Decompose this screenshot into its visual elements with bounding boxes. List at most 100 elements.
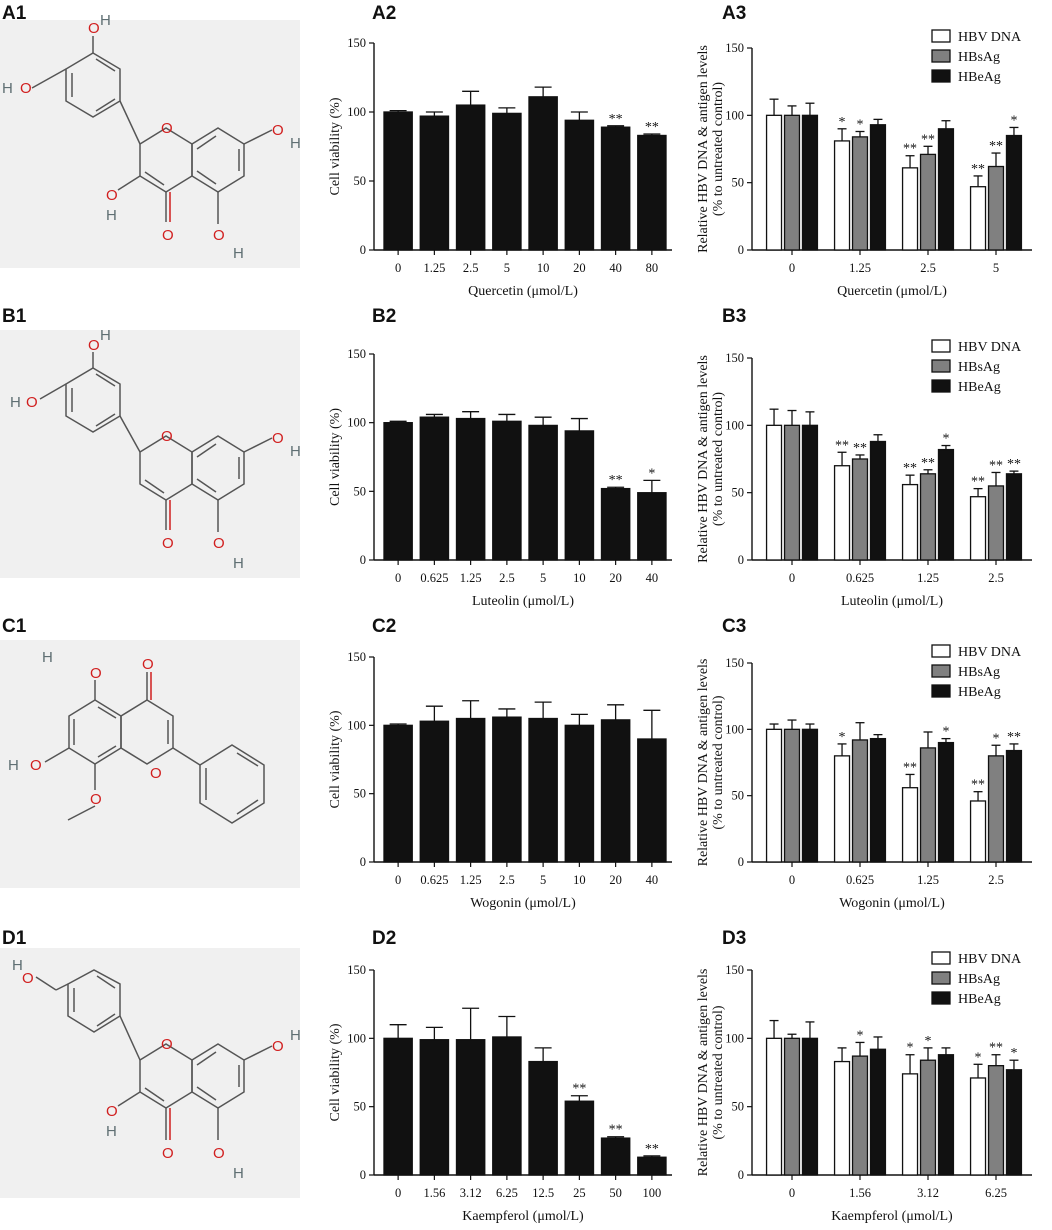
y-tick-label: 100 bbox=[347, 105, 366, 119]
y-tick-label: 0 bbox=[738, 553, 744, 567]
bar-hbsag bbox=[987, 1065, 1005, 1176]
bar-hbsag bbox=[919, 153, 937, 251]
legend-swatch bbox=[931, 359, 951, 373]
structure-background bbox=[0, 330, 300, 578]
y-tick-label: 0 bbox=[360, 1168, 366, 1182]
legend-swatch bbox=[931, 49, 951, 63]
panel-label-a1: A1 bbox=[2, 3, 27, 24]
y-tick-label: 0 bbox=[360, 553, 366, 567]
oxygen-atom: O bbox=[272, 430, 284, 447]
legend-label: HBsAg bbox=[958, 360, 1000, 375]
hydrogen-atom: H bbox=[290, 1027, 301, 1044]
oxygen-atom: O bbox=[26, 394, 38, 411]
x-tick-label: 1.56 bbox=[423, 1186, 445, 1200]
structure-bonds bbox=[35, 969, 273, 1140]
bar bbox=[419, 115, 450, 251]
y-tick-label: 50 bbox=[732, 176, 745, 190]
x-axis-title: Wogonin (μmol/L) bbox=[839, 896, 945, 911]
x-tick-label: 100 bbox=[643, 1186, 662, 1200]
x-tick-label: 25 bbox=[573, 1186, 586, 1200]
legend-label: HBsAg bbox=[958, 972, 1000, 987]
x-tick-label: 5 bbox=[504, 261, 510, 275]
bar-hbv-dna bbox=[901, 787, 919, 863]
chart-d3: 0 50 100 150 0 1.56 3.12 6.25 Kaempferol (μmol/L… bbox=[696, 951, 1032, 1224]
significance-marker: ** bbox=[835, 438, 849, 453]
panel-label-c2: C2 bbox=[372, 616, 396, 637]
x-tick-label: 20 bbox=[609, 873, 622, 887]
panel-label-b2: B2 bbox=[372, 306, 396, 327]
x-tick-label: 0.625 bbox=[420, 571, 448, 585]
significance-marker: ** bbox=[645, 1142, 659, 1157]
y-axis-title-line2: (% to untreated control) bbox=[711, 82, 726, 216]
legend-swatch bbox=[931, 644, 951, 658]
structure-background bbox=[0, 20, 300, 268]
oxygen-atom: O bbox=[22, 970, 34, 987]
x-tick-label: 3.12 bbox=[460, 1186, 482, 1200]
bar-hbv-dna bbox=[969, 496, 987, 561]
y-tick-label: 150 bbox=[725, 963, 744, 977]
chart-b3: 0 50 100 150 0 0.625 1.25 2.5 Luteolin (μmol/L) R… bbox=[696, 339, 1032, 609]
bar-hbv-dna bbox=[765, 728, 783, 863]
hydrogen-atom: H bbox=[100, 327, 111, 344]
bar-hbsag bbox=[987, 755, 1005, 863]
bar-hbv-dna bbox=[765, 424, 783, 561]
y-axis-title: Cell viability (%) bbox=[328, 97, 343, 195]
significance-marker: * bbox=[857, 1028, 864, 1043]
hydrogen-atom: H bbox=[106, 1123, 117, 1140]
bar-hbv-dna bbox=[901, 483, 919, 561]
significance-marker: ** bbox=[609, 1123, 623, 1138]
panel-label-d3: D3 bbox=[722, 928, 746, 949]
panel-label-b3: B3 bbox=[722, 306, 746, 327]
structure-wogonin: H O O O H O O bbox=[0, 640, 300, 888]
bar-hbeag bbox=[937, 1054, 955, 1176]
oxygen-atom: O bbox=[106, 187, 118, 204]
bar-hbv-dna bbox=[901, 167, 919, 251]
y-tick-label: 150 bbox=[725, 351, 744, 365]
x-axis-title: Wogonin (μmol/L) bbox=[470, 896, 576, 911]
x-tick-label: 12.5 bbox=[532, 1186, 554, 1200]
bar bbox=[600, 126, 631, 251]
structure-background bbox=[0, 948, 300, 1198]
x-tick-label: 1.25 bbox=[849, 261, 871, 275]
significance-marker: * bbox=[942, 432, 949, 447]
bar-hbeag bbox=[869, 1048, 887, 1176]
significance-marker: ** bbox=[903, 760, 917, 775]
oxygen-atom: O bbox=[162, 1145, 174, 1162]
oxygen-atom: O bbox=[213, 227, 225, 244]
bar-hbsag bbox=[987, 485, 1005, 561]
oxygen-atom: O bbox=[162, 535, 174, 552]
significance-marker: ** bbox=[609, 112, 623, 127]
legend-label: HBeAg bbox=[958, 380, 1001, 395]
y-axis-title-line2: (% to untreated control) bbox=[711, 392, 726, 526]
x-tick-label: 1.56 bbox=[849, 1186, 871, 1200]
bar-hbeag bbox=[801, 424, 819, 561]
x-tick-label: 50 bbox=[609, 1186, 622, 1200]
x-tick-label: 3.12 bbox=[917, 1186, 939, 1200]
chart-a2: 0 50 100 150 0 1.25 2.5 5 10 20 40 80 Quercetin (μmo… bbox=[328, 36, 672, 299]
x-tick-label: 1.25 bbox=[423, 261, 445, 275]
y-tick-label: 0 bbox=[738, 243, 744, 257]
y-tick-label: 150 bbox=[725, 41, 744, 55]
structure-bonds bbox=[44, 672, 265, 824]
bar-hbv-dna bbox=[969, 1077, 987, 1176]
bar bbox=[383, 111, 413, 251]
significance-marker: ** bbox=[971, 475, 985, 490]
bar-hbv-dna bbox=[969, 186, 987, 251]
x-tick-label: 2.5 bbox=[920, 261, 936, 275]
bar-hbeag bbox=[1005, 1069, 1023, 1176]
y-tick-label: 0 bbox=[738, 855, 744, 869]
bar-hbv-dna bbox=[969, 800, 987, 863]
x-tick-label: 40 bbox=[646, 873, 659, 887]
significance-marker: ** bbox=[572, 1082, 586, 1097]
bar bbox=[383, 724, 413, 863]
oxygen-atom: O bbox=[106, 1103, 118, 1120]
significance-marker: * bbox=[925, 1034, 932, 1049]
bar-hbv-dna bbox=[833, 465, 851, 561]
y-axis-title-line2: (% to untreated control) bbox=[711, 1005, 726, 1139]
hydrogen-atom: H bbox=[2, 80, 13, 97]
y-tick-label: 50 bbox=[732, 486, 745, 500]
y-tick-label: 50 bbox=[732, 1100, 745, 1114]
y-axis-title: Relative HBV DNA & antigen levels bbox=[696, 45, 711, 253]
oxygen-atom: O bbox=[161, 428, 173, 445]
bar-hbeag bbox=[801, 728, 819, 863]
